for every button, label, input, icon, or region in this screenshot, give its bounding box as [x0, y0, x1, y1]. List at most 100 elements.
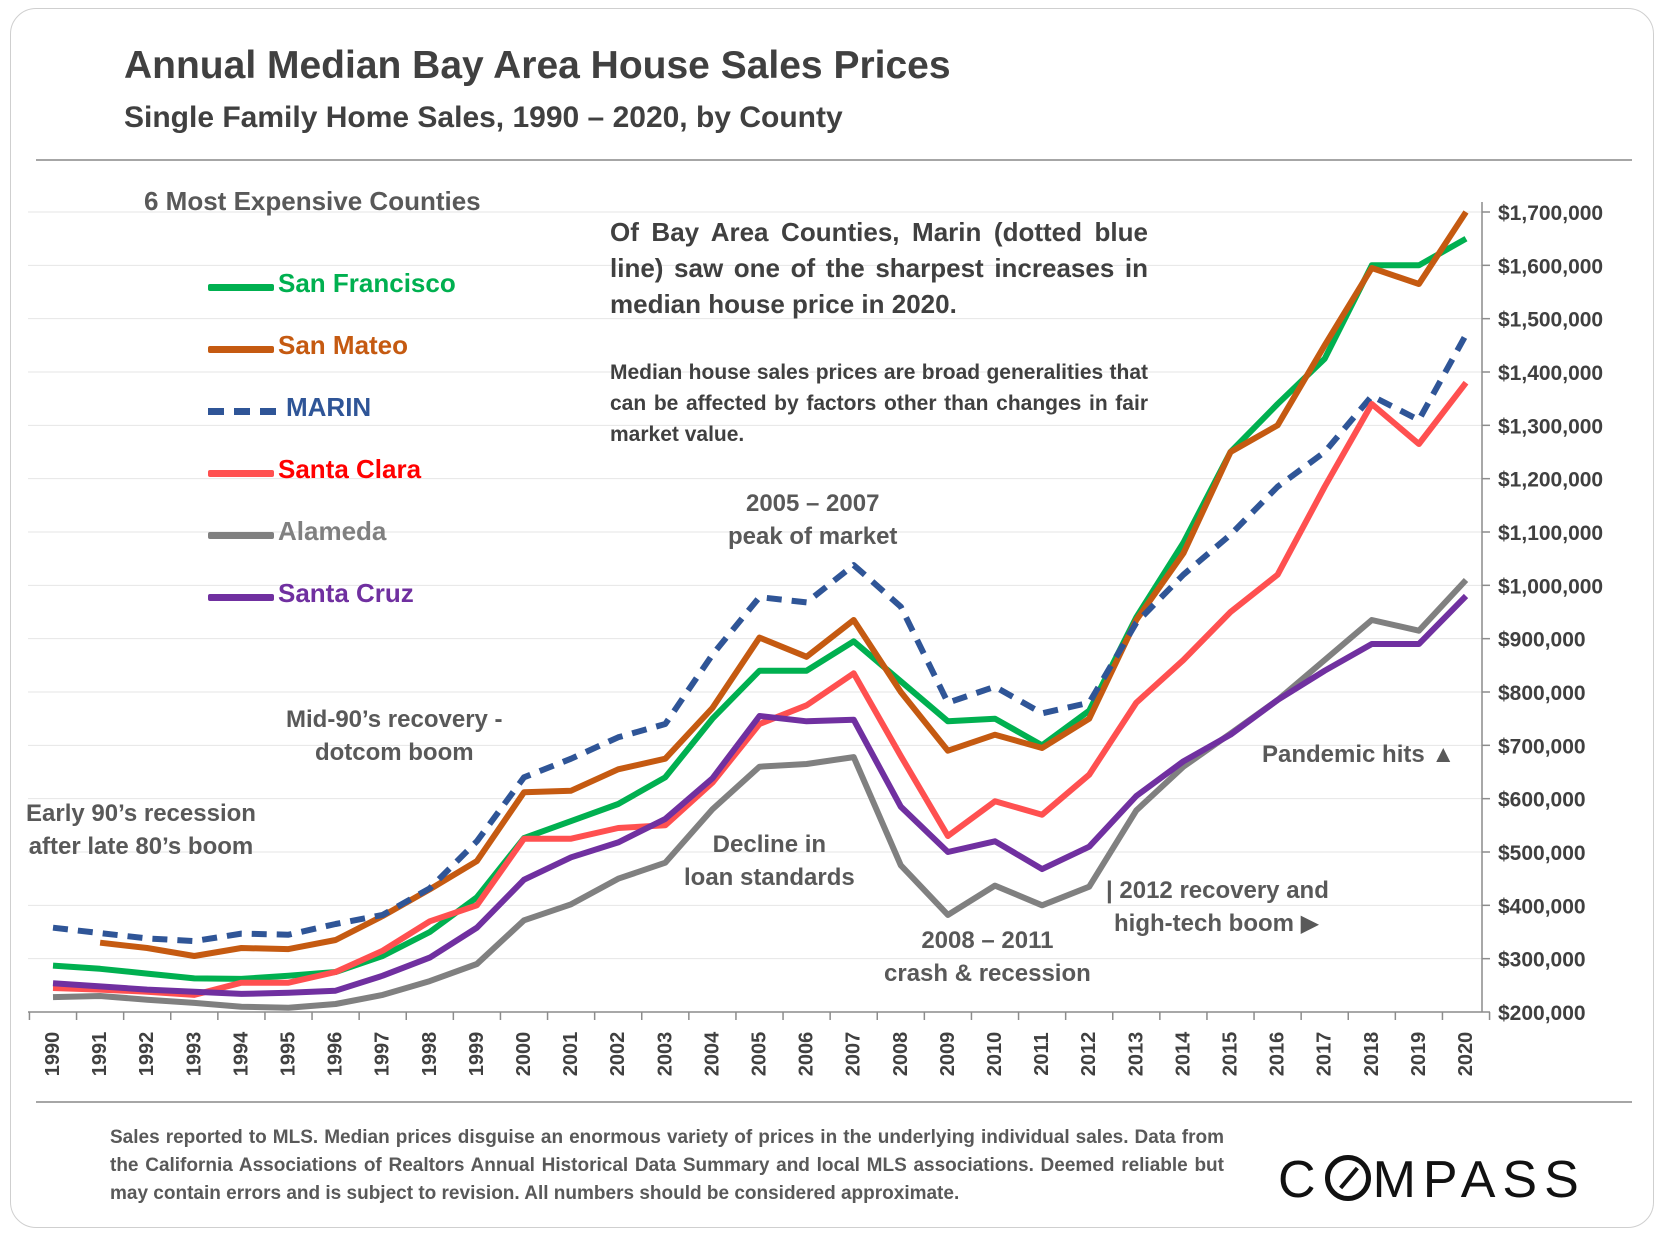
series-line-santa-clara [52, 380, 1469, 998]
y-tick-label: $300,000 [1498, 949, 1586, 972]
y-tick-label: $1,200,000 [1498, 469, 1603, 492]
chart-title: Annual Median Bay Area House Sales Price… [124, 44, 951, 87]
x-tick-label: 1997 [372, 1032, 394, 1077]
annotation-mid-90s-line1: Mid-90’s recovery - [286, 706, 503, 733]
x-tick-label: 2005 [749, 1032, 771, 1077]
legend-label-san-mateo: San Mateo [278, 330, 409, 360]
chart-frame [10, 8, 1654, 1228]
main-note: Of Bay Area Counties, Marin (dotted blue… [610, 217, 1148, 319]
x-tick-label: 1990 [42, 1032, 64, 1077]
annotation-crash-line2: crash & recession [884, 960, 1091, 987]
legend-item-santa-cruz: Santa Cruz [208, 575, 508, 615]
secondary-note: Median house sales prices are broad gene… [610, 361, 1148, 446]
legend-swatch-alameda [208, 532, 274, 539]
x-tick-label: 1993 [183, 1032, 205, 1077]
legend-swatch-santa-clara [208, 470, 274, 477]
x-tick-label: 2010 [984, 1032, 1006, 1077]
x-tick-label: 1991 [89, 1032, 111, 1077]
x-tick-label: 2014 [1172, 1031, 1194, 1076]
legend-label-san-francisco: San Francisco [278, 268, 456, 298]
y-tick-label: $1,400,000 [1498, 362, 1603, 385]
series-line-santa-cruz [52, 593, 1469, 997]
legend-swatch-marin [208, 408, 280, 415]
x-tick-label: 2006 [796, 1032, 818, 1077]
y-tick-label: $500,000 [1498, 842, 1586, 865]
annotation-crash-line1: 2008 – 2011 [921, 927, 1054, 954]
x-tick-label: 2017 [1314, 1032, 1336, 1077]
legend-swatch-san-mateo [208, 346, 274, 353]
x-axis-ticks: 1990 1991 1992 1993 1994 1995 1996 1997 1998 1999… [28, 1012, 1491, 1077]
y-tick-label: $700,000 [1498, 735, 1586, 758]
annotation-decline: Decline in loan standards [684, 828, 855, 894]
x-tick-label: 1999 [466, 1032, 488, 1077]
y-tick-label: $900,000 [1498, 629, 1586, 652]
x-tick-label: 1998 [419, 1032, 441, 1077]
legend-item-marin: MARIN [208, 389, 508, 429]
legend-label-santa-clara: Santa Clara [278, 454, 422, 484]
series-line-marin [52, 333, 1469, 945]
annotation-peak: 2005 – 2007 peak of market [728, 487, 897, 553]
annotation-recovery-line1: | 2012 recovery and [1106, 877, 1329, 904]
y-tick-label: $1,000,000 [1498, 575, 1603, 598]
annotation-decline-line1: Decline in [712, 831, 827, 858]
x-tick-label: 2011 [1031, 1032, 1053, 1075]
y-tick-label: $1,100,000 [1498, 522, 1603, 545]
x-tick-label: 2009 [937, 1032, 959, 1077]
annotation-crash: 2008 – 2011 crash & recession [884, 924, 1091, 990]
x-tick-label: 2004 [701, 1031, 723, 1076]
annotation-early-90s-line2: after late 80’s boom [28, 833, 254, 860]
x-tick-label: 2018 [1361, 1032, 1383, 1077]
logo-text-end: MPASS [1372, 1151, 1586, 1209]
legend-item-alameda: Alameda [208, 513, 508, 553]
annotation-early-90s-line1: Early 90’s recession [26, 800, 256, 827]
x-tick-label: 2008 [890, 1032, 912, 1077]
y-tick-label: $400,000 [1498, 895, 1586, 918]
y-tick-label: $1,300,000 [1498, 415, 1603, 438]
x-tick-label: 2019 [1408, 1032, 1430, 1077]
x-tick-label: 1992 [136, 1032, 158, 1077]
legend-label-marin: MARIN [286, 392, 372, 422]
legend-heading: 6 Most Expensive Counties [144, 186, 481, 216]
x-tick-label: 2001 [560, 1032, 582, 1077]
x-tick-label: 2020 [1455, 1032, 1477, 1077]
x-tick-label: 2012 [1078, 1032, 1100, 1077]
x-tick-label: 2000 [513, 1032, 535, 1077]
annotation-mid-90s-line2: dotcom boom [314, 739, 474, 766]
x-tick-label: 2002 [607, 1032, 629, 1077]
x-tick-label: 1994 [230, 1031, 252, 1076]
footer-disclaimer: Sales reported to MLS. Median prices dis… [110, 1127, 1224, 1204]
y-tick-label: $1,600,000 [1498, 255, 1603, 278]
logo-text-start: C [1278, 1151, 1323, 1209]
annotation-mid-90s: Mid-90’s recovery - dotcom boom [286, 703, 503, 769]
y-tick-label: $1,500,000 [1498, 309, 1603, 332]
compass-o-icon [1324, 1155, 1371, 1201]
legend-label-alameda: Alameda [278, 516, 387, 546]
annotation-decline-line2: loan standards [684, 864, 855, 891]
x-tick-label: 2013 [1125, 1032, 1147, 1077]
annotation-pandemic: Pandemic hits ▲ [1262, 741, 1456, 768]
legend-item-san-francisco: San Francisco [208, 265, 508, 305]
annotation-recovery-line2: high-tech boom ▶ [1114, 910, 1320, 937]
annotation-peak-line1: 2005 – 2007 [745, 490, 880, 517]
legend-item-santa-clara: Santa Clara [208, 451, 508, 491]
legend-item-san-mateo: San Mateo [208, 327, 508, 367]
series-lines [52, 210, 1469, 1011]
legend-swatch-santa-cruz [208, 594, 274, 601]
x-tick-label: 2007 [843, 1032, 865, 1077]
x-tick-label: 1995 [278, 1032, 300, 1077]
y-tick-label: $600,000 [1498, 789, 1586, 812]
axes [28, 202, 1483, 1013]
annotation-recovery: | 2012 recovery and high-tech boom ▶ [1106, 874, 1329, 940]
y-tick-label: $1,700,000 [1498, 202, 1603, 225]
chart-subtitle: Single Family Home Sales, 1990 – 2020, b… [124, 101, 843, 134]
annotation-early-90s: Early 90’s recession after late 80’s boo… [26, 797, 256, 863]
x-tick-label: 1996 [325, 1032, 347, 1077]
series-line-alameda [52, 577, 1469, 1011]
gridlines [28, 211, 1482, 960]
annotation-peak-line2: peak of market [728, 523, 898, 550]
y-tick-label: $800,000 [1498, 682, 1586, 705]
y-tick-label: $200,000 [1498, 1002, 1586, 1025]
y-axis-ticks: $200,000 $300,000 $400,000 $500,000 $600,000… [1482, 202, 1603, 1025]
x-tick-label: 2015 [1220, 1032, 1242, 1077]
